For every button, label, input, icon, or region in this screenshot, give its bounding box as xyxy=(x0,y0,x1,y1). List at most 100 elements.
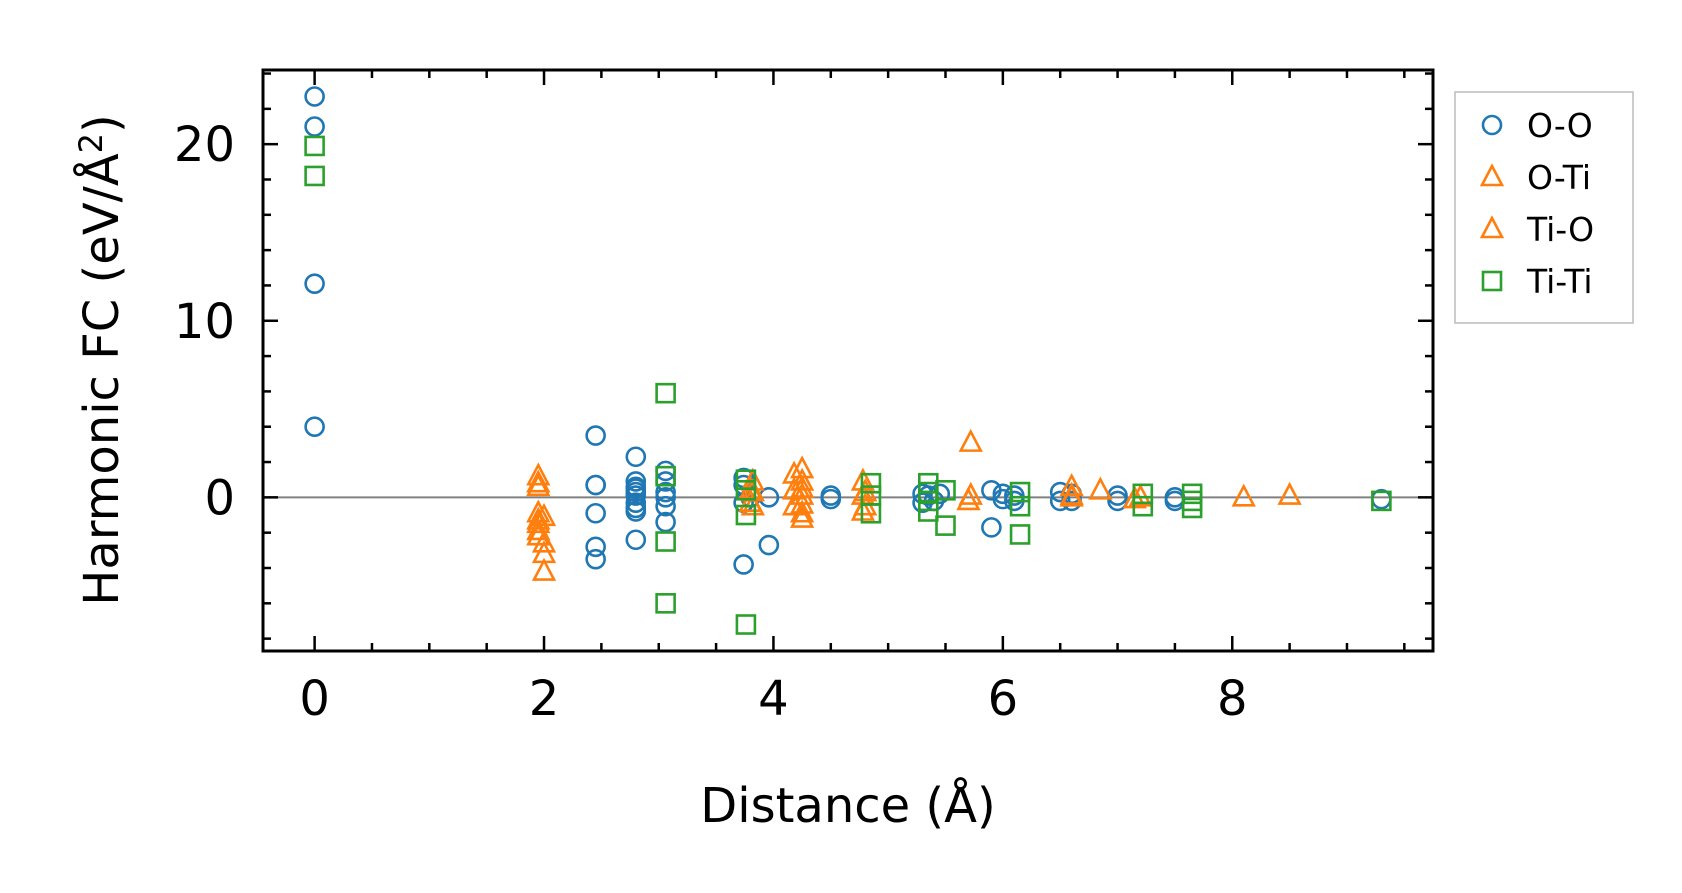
data-point-o-o xyxy=(655,487,676,508)
y-axis-title-main: Harmonic FC (eV/Å xyxy=(73,153,130,606)
data-point-ti-ti xyxy=(935,479,956,501)
data-point-ti-ti xyxy=(1132,495,1154,517)
data-point-o-o xyxy=(625,485,647,506)
data-point-ti-ti xyxy=(917,490,939,512)
x-axis-title: Distance (Å) xyxy=(700,777,995,834)
x-tick-label: 8 xyxy=(1217,671,1248,727)
data-point-o-ti xyxy=(1088,476,1113,500)
x-tick-label: 0 xyxy=(299,671,330,727)
legend-label-ti-ti: Ti-Ti xyxy=(1526,262,1593,301)
x-tick-label: 4 xyxy=(758,671,789,727)
data-point-o-o xyxy=(625,529,647,551)
data-point-ti-ti xyxy=(935,515,956,536)
data-point-o-o xyxy=(655,495,676,517)
data-point-o-o xyxy=(655,460,676,482)
data-point-ti-o xyxy=(526,522,551,546)
data-point-o-ti xyxy=(1277,481,1302,505)
data-point-ti-ti xyxy=(1009,524,1031,545)
x-tick-label: 2 xyxy=(529,671,560,727)
data-point-o-o xyxy=(585,502,606,524)
y-tick-label: 0 xyxy=(204,470,235,526)
data-point-o-o xyxy=(929,483,951,505)
data-point-ti-o xyxy=(789,490,815,514)
data-point-o-ti xyxy=(1128,483,1153,507)
data-point-o-ti xyxy=(526,462,551,486)
data-point-o-o xyxy=(304,86,325,107)
data-point-ti-ti xyxy=(1181,497,1203,519)
data-point-o-ti xyxy=(958,428,983,452)
data-point-o-ti xyxy=(1231,483,1256,507)
data-point-o-o xyxy=(625,478,647,499)
data-point-o-o xyxy=(625,446,647,468)
data-point-o-o xyxy=(304,273,325,294)
data-point-ti-o xyxy=(853,478,878,502)
data-point-o-o xyxy=(733,554,754,575)
data-point-ti-ti xyxy=(735,469,757,491)
data-point-ti-ti xyxy=(1009,495,1031,517)
data-point-ti-ti xyxy=(655,382,676,404)
data-point-o-ti xyxy=(531,529,557,553)
data-point-o-o xyxy=(625,492,647,513)
legend-label-o-o: O-O xyxy=(1527,106,1593,145)
data-point-o-ti xyxy=(789,467,815,491)
data-point-o-ti xyxy=(526,517,551,541)
data-point-o-o xyxy=(585,548,606,570)
data-point-ti-o xyxy=(738,488,763,512)
data-point-o-o xyxy=(625,501,647,522)
data-point-ti-ti xyxy=(655,465,676,487)
data-point-o-o xyxy=(981,517,1002,538)
data-point-ti-ti xyxy=(860,502,882,524)
data-point-o-o xyxy=(585,425,606,446)
data-point-ti-ti xyxy=(1371,490,1392,512)
data-point-o-o xyxy=(304,116,325,137)
data-point-o-o xyxy=(585,536,606,558)
data-point-ti-ti xyxy=(1132,483,1154,505)
data-point-o-o xyxy=(1107,490,1128,512)
legend-marker-o-ti xyxy=(1479,163,1505,187)
data-point-o-o xyxy=(655,511,676,533)
data-point-ti-o xyxy=(789,504,815,528)
legend-marker-o-o xyxy=(1481,114,1503,136)
data-point-ti-ti xyxy=(655,531,676,552)
data-point-o-o xyxy=(758,534,780,556)
legend: O-O O-Ti Ti-O Ti-Ti xyxy=(1454,91,1634,324)
legend-marker-ti-ti xyxy=(1481,270,1503,292)
data-point-ti-o xyxy=(531,540,557,564)
data-point-ti-o xyxy=(531,502,557,527)
y-tick-label: 10 xyxy=(174,294,235,350)
y-tick-label: 20 xyxy=(174,117,235,173)
data-point-ti-ti xyxy=(304,165,325,187)
data-point-o-ti xyxy=(526,506,551,530)
legend-label-o-ti: O-Ti xyxy=(1527,158,1591,197)
data-point-o-ti xyxy=(531,557,557,581)
y-axis-title-close: ) xyxy=(74,114,130,133)
data-point-o-o xyxy=(585,474,606,496)
data-point-ti-ti xyxy=(860,472,882,494)
data-point-ti-o xyxy=(526,469,551,493)
y-axis-title: Harmonic FC (eV/Å2) xyxy=(72,114,130,606)
plot-area-frame xyxy=(261,68,1435,653)
data-point-ti-o xyxy=(1059,481,1084,505)
data-point-o-o xyxy=(820,488,842,510)
data-point-ti-ti xyxy=(1009,481,1031,503)
data-point-ti-ti xyxy=(304,135,325,157)
data-point-ti-o xyxy=(956,487,981,511)
data-point-o-ti xyxy=(526,472,551,497)
data-point-ti-ti xyxy=(735,479,757,501)
data-point-ti-ti xyxy=(655,593,676,614)
legend-label-ti-o: Ti-O xyxy=(1526,210,1594,249)
data-point-o-o xyxy=(625,471,647,492)
data-point-o-o xyxy=(655,481,676,503)
data-point-o-o xyxy=(1049,490,1071,512)
data-point-ti-ti xyxy=(1181,490,1203,512)
data-point-ti-o xyxy=(526,510,551,534)
legend-marker-ti-o xyxy=(1479,215,1505,239)
data-point-ti-ti xyxy=(735,614,757,635)
data-point-ti-ti xyxy=(735,504,757,526)
data-point-o-o xyxy=(304,416,325,438)
y-axis-title-superscript: 2 xyxy=(72,133,110,153)
data-point-o-ti xyxy=(781,460,807,484)
data-point-ti-ti xyxy=(917,501,939,522)
data-point-o-o xyxy=(1004,485,1025,506)
